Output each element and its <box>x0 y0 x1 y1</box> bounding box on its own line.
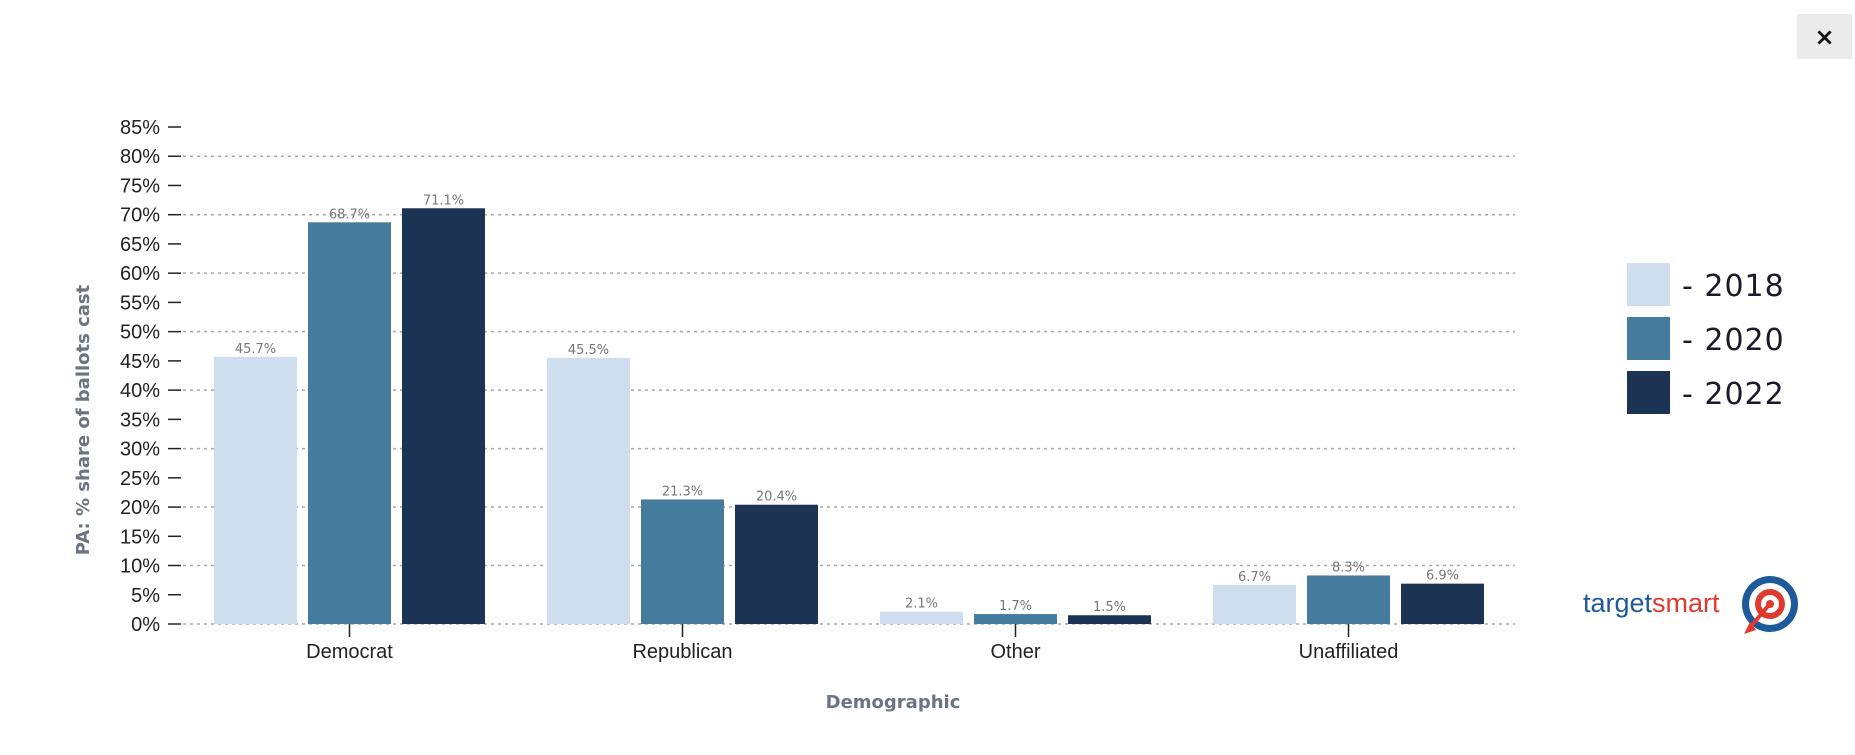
bar-unaffiliated-2018 <box>1213 584 1296 624</box>
x-tick-label: Democrat <box>306 641 393 663</box>
bars <box>214 208 1484 625</box>
y-tick-label: 30% <box>120 439 160 461</box>
axes: 0% 5% 10% 15% 20% 25% 30% 35% 40% 45% 50% 55% 60% 65%… <box>120 117 1398 663</box>
y-tick-label: 65% <box>120 234 160 256</box>
bar-other-2018 <box>880 611 963 624</box>
y-tick-label: 25% <box>120 468 160 490</box>
y-tick-label: 20% <box>120 497 160 519</box>
y-tick-label: 35% <box>120 409 160 431</box>
legend: - 2018 - 2020 - 2022 <box>1627 263 1785 414</box>
close-icon: × <box>1814 22 1835 51</box>
x-tick-label: Unaffiliated <box>1299 641 1399 663</box>
y-tick-label: 10% <box>120 556 160 578</box>
legend-swatch-2022 <box>1627 371 1670 414</box>
gridlines <box>183 155 1515 625</box>
y-tick-label: 50% <box>120 322 160 344</box>
legend-label-2020: - 2020 <box>1682 323 1785 358</box>
bar-unaffiliated-2020 <box>1307 575 1390 624</box>
data-label: 20.4% <box>756 490 797 505</box>
data-label: 6.7% <box>1238 570 1271 585</box>
y-tick-label: 15% <box>120 526 160 548</box>
bar-other-2022 <box>1068 615 1151 624</box>
data-labels: 45.7% 68.7% 71.1% 45.5% 21.3% 20.4% 2.1% 1.7% 1.… <box>235 193 1459 615</box>
bar-other-2020 <box>974 614 1057 624</box>
legend-swatch-2020 <box>1627 317 1670 360</box>
legend-swatch-2018 <box>1627 263 1670 306</box>
y-tick-label: 80% <box>120 146 160 168</box>
y-axis-title: PA: % share of ballots cast <box>73 284 94 555</box>
logo-text: targetsmart <box>1583 588 1720 619</box>
y-tick-label: 85% <box>120 117 160 139</box>
data-label: 1.5% <box>1093 600 1126 615</box>
bar-republican-2022 <box>735 504 818 624</box>
data-label: 8.3% <box>1332 560 1365 575</box>
y-tick-label: 40% <box>120 380 160 402</box>
x-tick-label: Other <box>990 641 1040 663</box>
y-tick-label: 0% <box>131 614 160 636</box>
logo-text-smart: smart <box>1652 588 1720 618</box>
targetsmart-logo: targetsmart <box>1583 574 1803 634</box>
data-label: 68.7% <box>329 207 370 222</box>
y-tick-label: 60% <box>120 263 160 285</box>
data-label: 6.9% <box>1426 569 1459 584</box>
bar-republican-2020 <box>641 499 724 624</box>
logo-text-target: target <box>1583 588 1653 618</box>
legend-label-2018: - 2018 <box>1682 269 1785 304</box>
data-label: 71.1% <box>423 193 464 208</box>
target-icon <box>1742 576 1798 634</box>
bar-democrat-2022 <box>402 208 485 625</box>
bar-democrat-2018 <box>214 356 297 624</box>
y-tick-label: 75% <box>120 175 160 197</box>
bar-republican-2018 <box>547 357 630 624</box>
bar-democrat-2020 <box>308 222 391 624</box>
close-button[interactable]: × <box>1797 14 1852 59</box>
y-tick-label: 70% <box>120 205 160 227</box>
bar-unaffiliated-2022 <box>1401 583 1484 624</box>
data-label: 1.7% <box>999 599 1032 614</box>
x-axis-title: Demographic <box>826 692 961 713</box>
y-tick-label: 5% <box>131 585 160 607</box>
data-label: 45.7% <box>235 342 276 357</box>
data-label: 21.3% <box>662 484 703 499</box>
y-tick-label: 45% <box>120 351 160 373</box>
data-label: 2.1% <box>905 597 938 612</box>
x-tick-label: Republican <box>632 641 732 663</box>
data-label: 45.5% <box>568 343 609 358</box>
y-tick-label: 55% <box>120 292 160 314</box>
legend-label-2022: - 2022 <box>1682 377 1785 412</box>
